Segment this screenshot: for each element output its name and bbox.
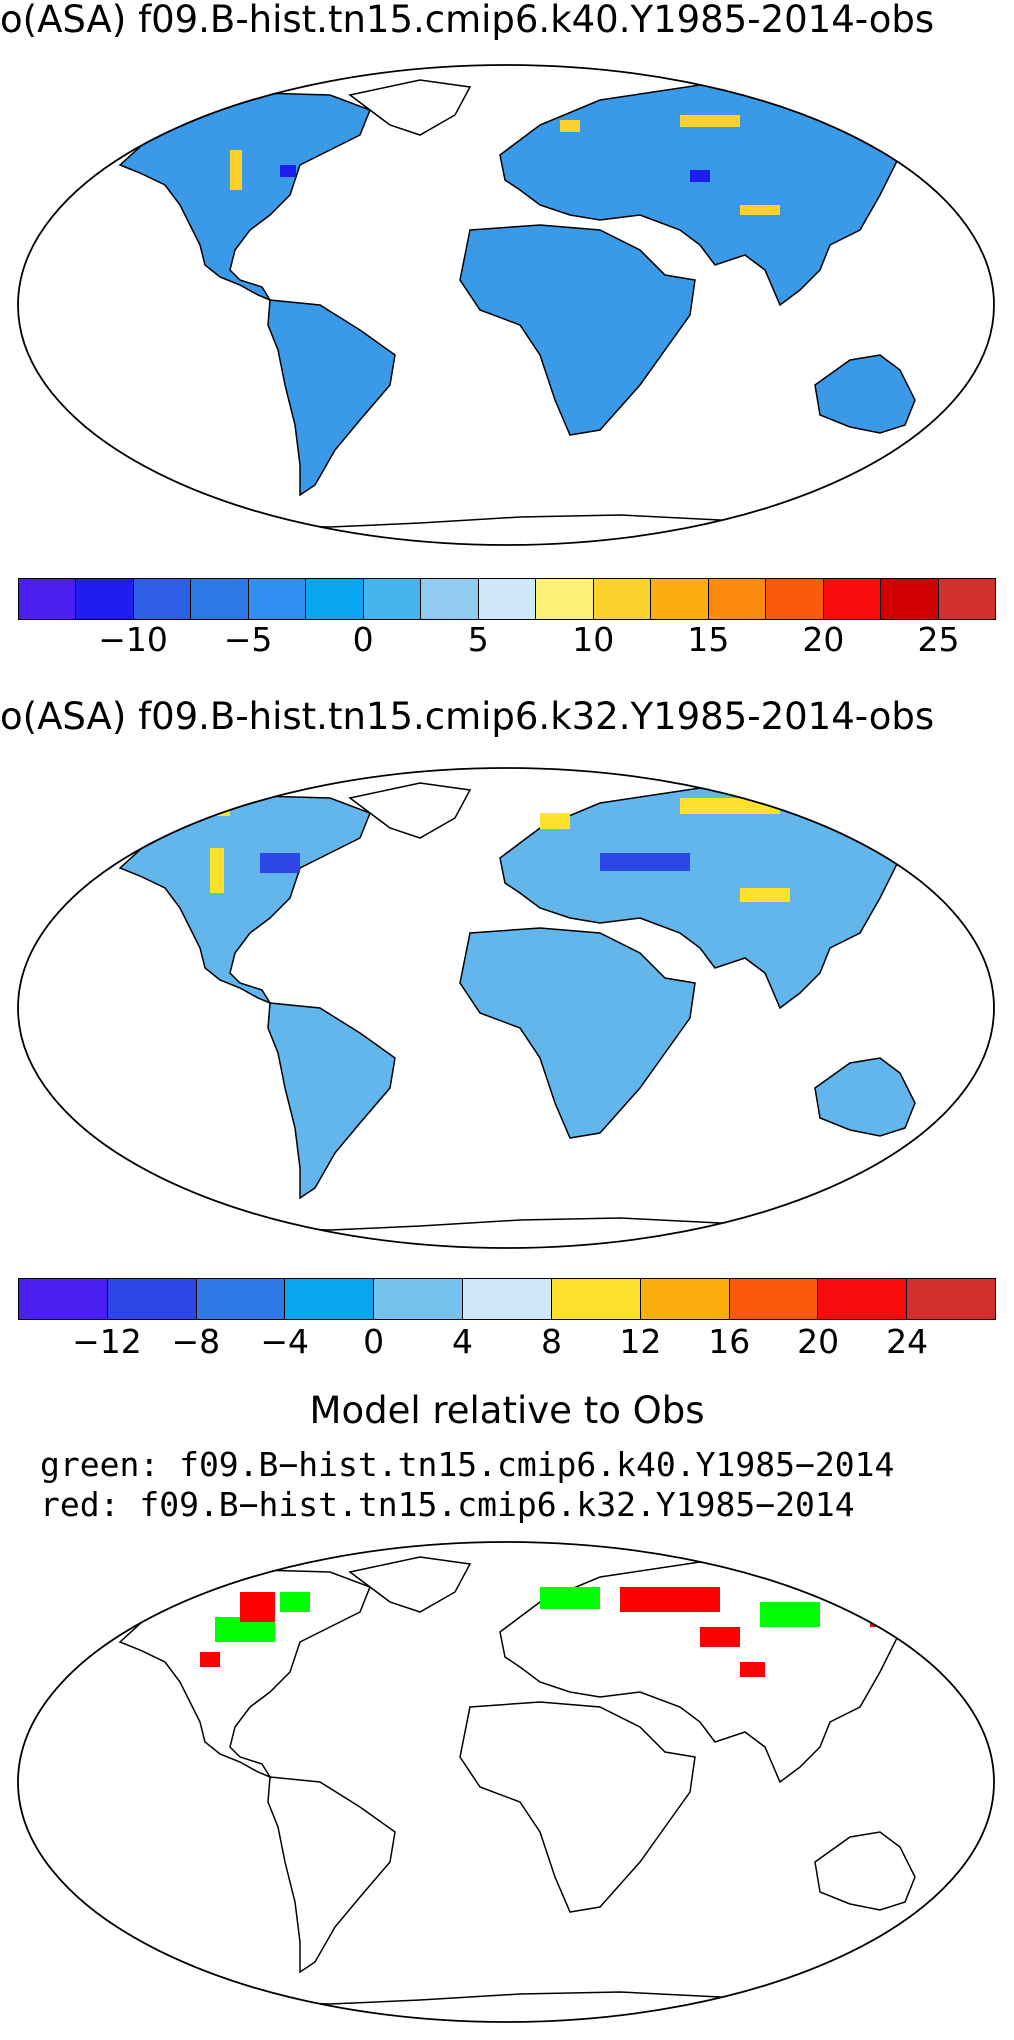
south-america-land (267, 1776, 396, 1974)
colorbar-cell (818, 1279, 908, 1319)
colorbar-cell (196, 1279, 286, 1319)
north-america-land (118, 795, 371, 1005)
colorbar-cell (766, 579, 824, 619)
colorbar-cell (19, 1279, 108, 1319)
colorbar-cell (651, 579, 709, 619)
colorbar-tick-label: 20 (802, 620, 845, 659)
colorbar-cell (285, 1279, 375, 1319)
colorbar-tick-label: 15 (687, 620, 730, 659)
colorbar-tick-label: 10 (572, 620, 615, 659)
panel1-title: o(ASA) f09.B-hist.tn15.cmip6.k40.Y1985-2… (0, 0, 935, 41)
colorbar-tick-label: 25 (917, 620, 960, 659)
colorbar-cell (363, 579, 422, 619)
colorbar-tick-label: 12 (619, 1322, 662, 1361)
colorbar-tick-label: 8 (540, 1322, 562, 1361)
panel2-colorbar-ticks: −12 −8 −4 0 4 8 12 16 20 24 (18, 1322, 996, 1362)
north-america-land (118, 92, 371, 302)
panel1-map (17, 64, 995, 546)
colorbar-tick-label: 20 (797, 1322, 840, 1361)
colorbar-tick-label: 0 (363, 1322, 385, 1361)
colorbar-tick-label: −5 (223, 620, 273, 659)
panel3-map (17, 1541, 995, 2023)
colorbar-cell (191, 579, 249, 619)
panel1-highlights (230, 115, 780, 215)
panel2-title: o(ASA) f09.B-hist.tn15.cmip6.k32.Y1985-2… (0, 695, 935, 738)
colorbar-tick-label: −10 (98, 620, 168, 659)
colorbar-tick-label: −12 (72, 1322, 142, 1361)
australia-land (814, 1831, 916, 1911)
colorbar-cell (551, 1279, 641, 1319)
colorbar-cell (306, 579, 364, 619)
colorbar-cell (881, 579, 939, 619)
colorbar-tick-label: −4 (260, 1322, 310, 1361)
panel3-legend-green: green: f09.B−hist.tn15.cmip6.k40.Y1985−2… (40, 1445, 895, 1484)
colorbar-tick-label: 24 (886, 1322, 929, 1361)
africa-land (459, 224, 696, 436)
colorbar-cell (19, 579, 77, 619)
north-america-land (118, 1569, 371, 1779)
panel2-colorbar (18, 1278, 996, 1320)
colorbar-cell (640, 1279, 730, 1319)
australia-land (814, 1057, 916, 1137)
map-border (17, 767, 995, 1249)
greenland-land (348, 1556, 472, 1613)
colorbar-cell (938, 579, 995, 619)
colorbar-cell (708, 579, 767, 619)
africa-land (459, 1701, 696, 1913)
australia-land (814, 354, 916, 434)
colorbar-cell (133, 579, 192, 619)
panel3-title: Model relative to Obs (309, 1389, 705, 1432)
south-america-land (267, 1002, 396, 1200)
map-border (17, 1541, 995, 2023)
colorbar-tick-label: −8 (171, 1322, 221, 1361)
panel3-legend-red: red: f09.B−hist.tn15.cmip6.k32.Y1985−201… (40, 1485, 855, 1524)
panel2-cold-patches (260, 853, 690, 873)
greenland-land (348, 782, 472, 839)
map-border (17, 64, 995, 546)
colorbar-cell (374, 1279, 464, 1319)
colorbar-tick-label: 0 (352, 620, 374, 659)
colorbar-cell (248, 579, 307, 619)
green-patches (215, 1577, 860, 1642)
south-america-land (267, 299, 396, 497)
colorbar-tick-label: 4 (452, 1322, 474, 1361)
africa-land (459, 927, 696, 1139)
colorbar-cell (463, 1279, 552, 1319)
colorbar-cell (478, 579, 537, 619)
panel2-map (17, 767, 995, 1249)
colorbar-tick-label: 16 (708, 1322, 751, 1361)
colorbar-cell (107, 1279, 197, 1319)
colorbar-cell (76, 579, 134, 619)
colorbar-cell (421, 579, 479, 619)
colorbar-cell (729, 1279, 819, 1319)
colorbar-tick-label: 5 (467, 620, 489, 659)
colorbar-cell (536, 579, 594, 619)
greenland-land (348, 79, 472, 136)
panel1-cold-patches (280, 165, 710, 182)
panel1-colorbar (18, 578, 996, 620)
colorbar-cell (907, 1279, 995, 1319)
panel1-colorbar-ticks: −10 −5 0 5 10 15 20 25 (18, 620, 996, 660)
colorbar-cell (593, 579, 652, 619)
colorbar-cell (823, 579, 882, 619)
